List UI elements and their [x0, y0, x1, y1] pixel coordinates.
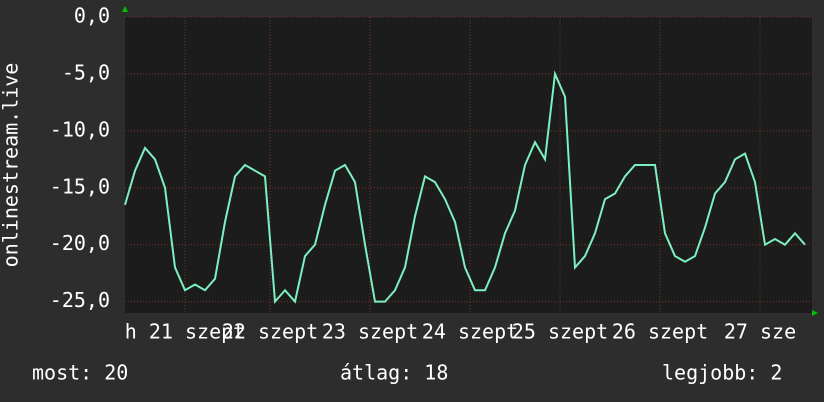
- y-tick-label: -25,0: [50, 288, 110, 312]
- y-tick-label: -15,0: [50, 174, 110, 198]
- y-tick-label: -10,0: [50, 117, 110, 141]
- plot-area: [125, 17, 812, 313]
- footer-current: most: 20: [32, 361, 128, 385]
- data-line: [124, 70, 806, 305]
- y-tick-label: 0,0: [74, 4, 110, 28]
- footer-best: legjobb: 2: [662, 361, 782, 385]
- axis-arrow: [812, 310, 818, 316]
- x-tick-label: h 21 szept: [125, 320, 245, 344]
- x-tick-label: 23 szept: [322, 320, 418, 344]
- x-tick-label: 22 szept: [222, 320, 318, 344]
- y-tick-label: -5,0: [62, 60, 110, 84]
- x-tick-label: 26 szept: [612, 320, 708, 344]
- footer-average: átlag: 18: [340, 361, 448, 385]
- x-tick-label: 24 szept: [422, 320, 518, 344]
- axis-arrow: [122, 6, 128, 12]
- x-tick-label: 27 sze: [724, 320, 796, 344]
- y-axis-label: onlinestream.live: [0, 63, 23, 268]
- x-tick-label: 25 szept: [512, 320, 608, 344]
- y-tick-label: -20,0: [50, 231, 110, 255]
